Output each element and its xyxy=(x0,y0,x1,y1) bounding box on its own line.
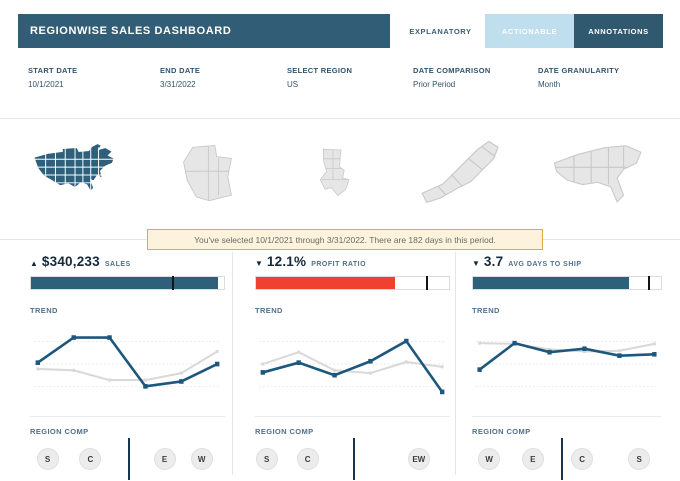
filter-end-date[interactable]: END DATE 3/31/2022 xyxy=(160,66,200,89)
up-arrow-icon: ▲ xyxy=(30,259,38,268)
dashboard-title-text: REGIONWISE SALES DASHBOARD xyxy=(30,25,232,37)
region-comp-label: REGION COMP xyxy=(472,427,531,436)
kpi-sales-label: SALES xyxy=(104,261,131,268)
tab-actionable[interactable]: ACTIONABLE xyxy=(485,14,574,48)
tab-explanatory-label: EXPLANATORY xyxy=(409,26,472,36)
kpi-ship-value: 3.7 xyxy=(483,254,504,269)
region-circle-c[interactable]: C xyxy=(296,448,319,470)
region-comp-label: REGION COMP xyxy=(255,427,314,436)
west-map-icon xyxy=(183,144,232,202)
map-south-region[interactable] xyxy=(548,136,656,218)
filter-select-region-value[interactable]: US xyxy=(287,80,299,89)
region-circle-w[interactable]: W xyxy=(478,448,501,470)
trend-line-chart xyxy=(33,335,222,389)
kpi-profit-bullet-chart xyxy=(255,276,450,290)
filter-start-date-label: START DATE xyxy=(28,66,78,75)
central-map-icon xyxy=(319,148,350,197)
filter-date-comparison[interactable]: DATE COMPARISON Prior Period xyxy=(413,66,491,89)
kpi-sales-bullet-chart xyxy=(30,276,225,290)
filter-date-granularity[interactable]: DATE GRANULARITY Month xyxy=(538,66,619,89)
tab-explanatory[interactable]: EXPLANATORY xyxy=(396,14,485,48)
trend-line-chart xyxy=(475,340,659,388)
region-circle-s[interactable]: S xyxy=(36,448,59,470)
kpi-ship-bullet-chart xyxy=(472,276,662,290)
region-comp-label: REGION COMP xyxy=(30,427,89,436)
kpi-ship-header: ▼ 3.7 AVG DAYS TO SHIP xyxy=(472,254,662,270)
bullet-reference-line xyxy=(647,276,650,290)
down-arrow-icon: ▼ xyxy=(472,259,480,268)
kpi-sales-header: ▲ $340,233 SALES xyxy=(30,254,225,270)
divider-under-filters xyxy=(0,118,680,119)
region-circle-e[interactable]: E xyxy=(153,448,176,470)
filter-end-date-label: END DATE xyxy=(160,66,201,75)
filter-start-date[interactable]: START DATE 10/1/2021 xyxy=(28,66,77,89)
filter-select-region[interactable]: SELECT REGION US xyxy=(287,66,352,89)
region-circle-w[interactable]: W xyxy=(190,448,213,470)
us-map-icon xyxy=(33,143,115,193)
selection-banner-text: You've selected 10/1/2021 through 3/31/2… xyxy=(194,234,496,245)
kpi-profit-header: ▼ 12.1% PROFIT RATIO xyxy=(255,254,450,270)
filter-end-date-value[interactable]: 3/31/2022 xyxy=(160,80,196,89)
card-divider-1 xyxy=(232,252,233,475)
region-circle-c[interactable]: C xyxy=(571,448,594,470)
filter-start-date-value[interactable]: 10/1/2021 xyxy=(28,80,64,89)
filter-select-region-label: SELECT REGION xyxy=(287,66,353,75)
region-comp-divider-line xyxy=(561,438,564,480)
region-comp-divider-line xyxy=(352,438,355,480)
bullet-fill xyxy=(473,277,630,289)
bullet-reference-line xyxy=(171,276,174,290)
filter-date-granularity-label: DATE GRANULARITY xyxy=(538,66,620,75)
map-united-states[interactable] xyxy=(28,130,126,218)
filter-date-comparison-label: DATE COMPARISON xyxy=(413,66,491,75)
map-east-region[interactable] xyxy=(413,133,528,219)
filter-date-comparison-value[interactable]: Prior Period xyxy=(413,80,456,89)
down-arrow-icon: ▼ xyxy=(255,259,263,268)
bullet-reference-line xyxy=(425,276,428,290)
kpi-sales-value: $340,233 xyxy=(41,254,100,269)
south-map-icon xyxy=(553,145,642,203)
kpi-profit-value: 12.1% xyxy=(266,254,307,269)
trend-section-label: TREND xyxy=(472,306,500,315)
dashboard-title: REGIONWISE SALES DASHBOARD xyxy=(18,14,390,48)
kpi-ship-label: AVG DAYS TO SHIP xyxy=(508,261,582,268)
kpi-profit-label: PROFIT RATIO xyxy=(311,261,367,268)
card-divider-2 xyxy=(455,252,456,475)
region-circle-s[interactable]: S xyxy=(255,448,278,470)
selection-banner: You've selected 10/1/2021 through 3/31/2… xyxy=(147,229,543,250)
map-west-region[interactable] xyxy=(167,126,259,222)
trend-section-label: TREND xyxy=(30,306,58,315)
region-circle-c[interactable]: C xyxy=(79,448,102,470)
tab-actionable-label: ACTIONABLE xyxy=(501,26,558,36)
trend-line-chart xyxy=(258,338,447,395)
bullet-fill xyxy=(31,277,219,289)
tab-annotations-label: ANNOTATIONS xyxy=(588,26,649,36)
region-comp-divider-line xyxy=(127,438,130,480)
region-circle-ew[interactable]: EW xyxy=(407,448,430,470)
tab-annotations[interactable]: ANNOTATIONS xyxy=(574,14,663,48)
filter-date-granularity-value[interactable]: Month xyxy=(538,80,561,89)
region-circle-e[interactable]: E xyxy=(521,448,544,470)
tab-bar: EXPLANATORY ACTIONABLE ANNOTATIONS xyxy=(396,14,663,48)
map-central-region[interactable] xyxy=(293,126,373,222)
trend-section-label: TREND xyxy=(255,306,283,315)
east-map-icon xyxy=(421,140,499,204)
region-circle-s[interactable]: S xyxy=(628,448,651,470)
kpi-card-avg-days-to-ship: ▼ 3.7 AVG DAYS TO SHIP TREND REGION COMP… xyxy=(472,254,662,480)
kpi-card-profit-ratio: ▼ 12.1% PROFIT RATIO TREND REGION COMP S… xyxy=(255,254,450,480)
bullet-fill xyxy=(256,277,395,289)
